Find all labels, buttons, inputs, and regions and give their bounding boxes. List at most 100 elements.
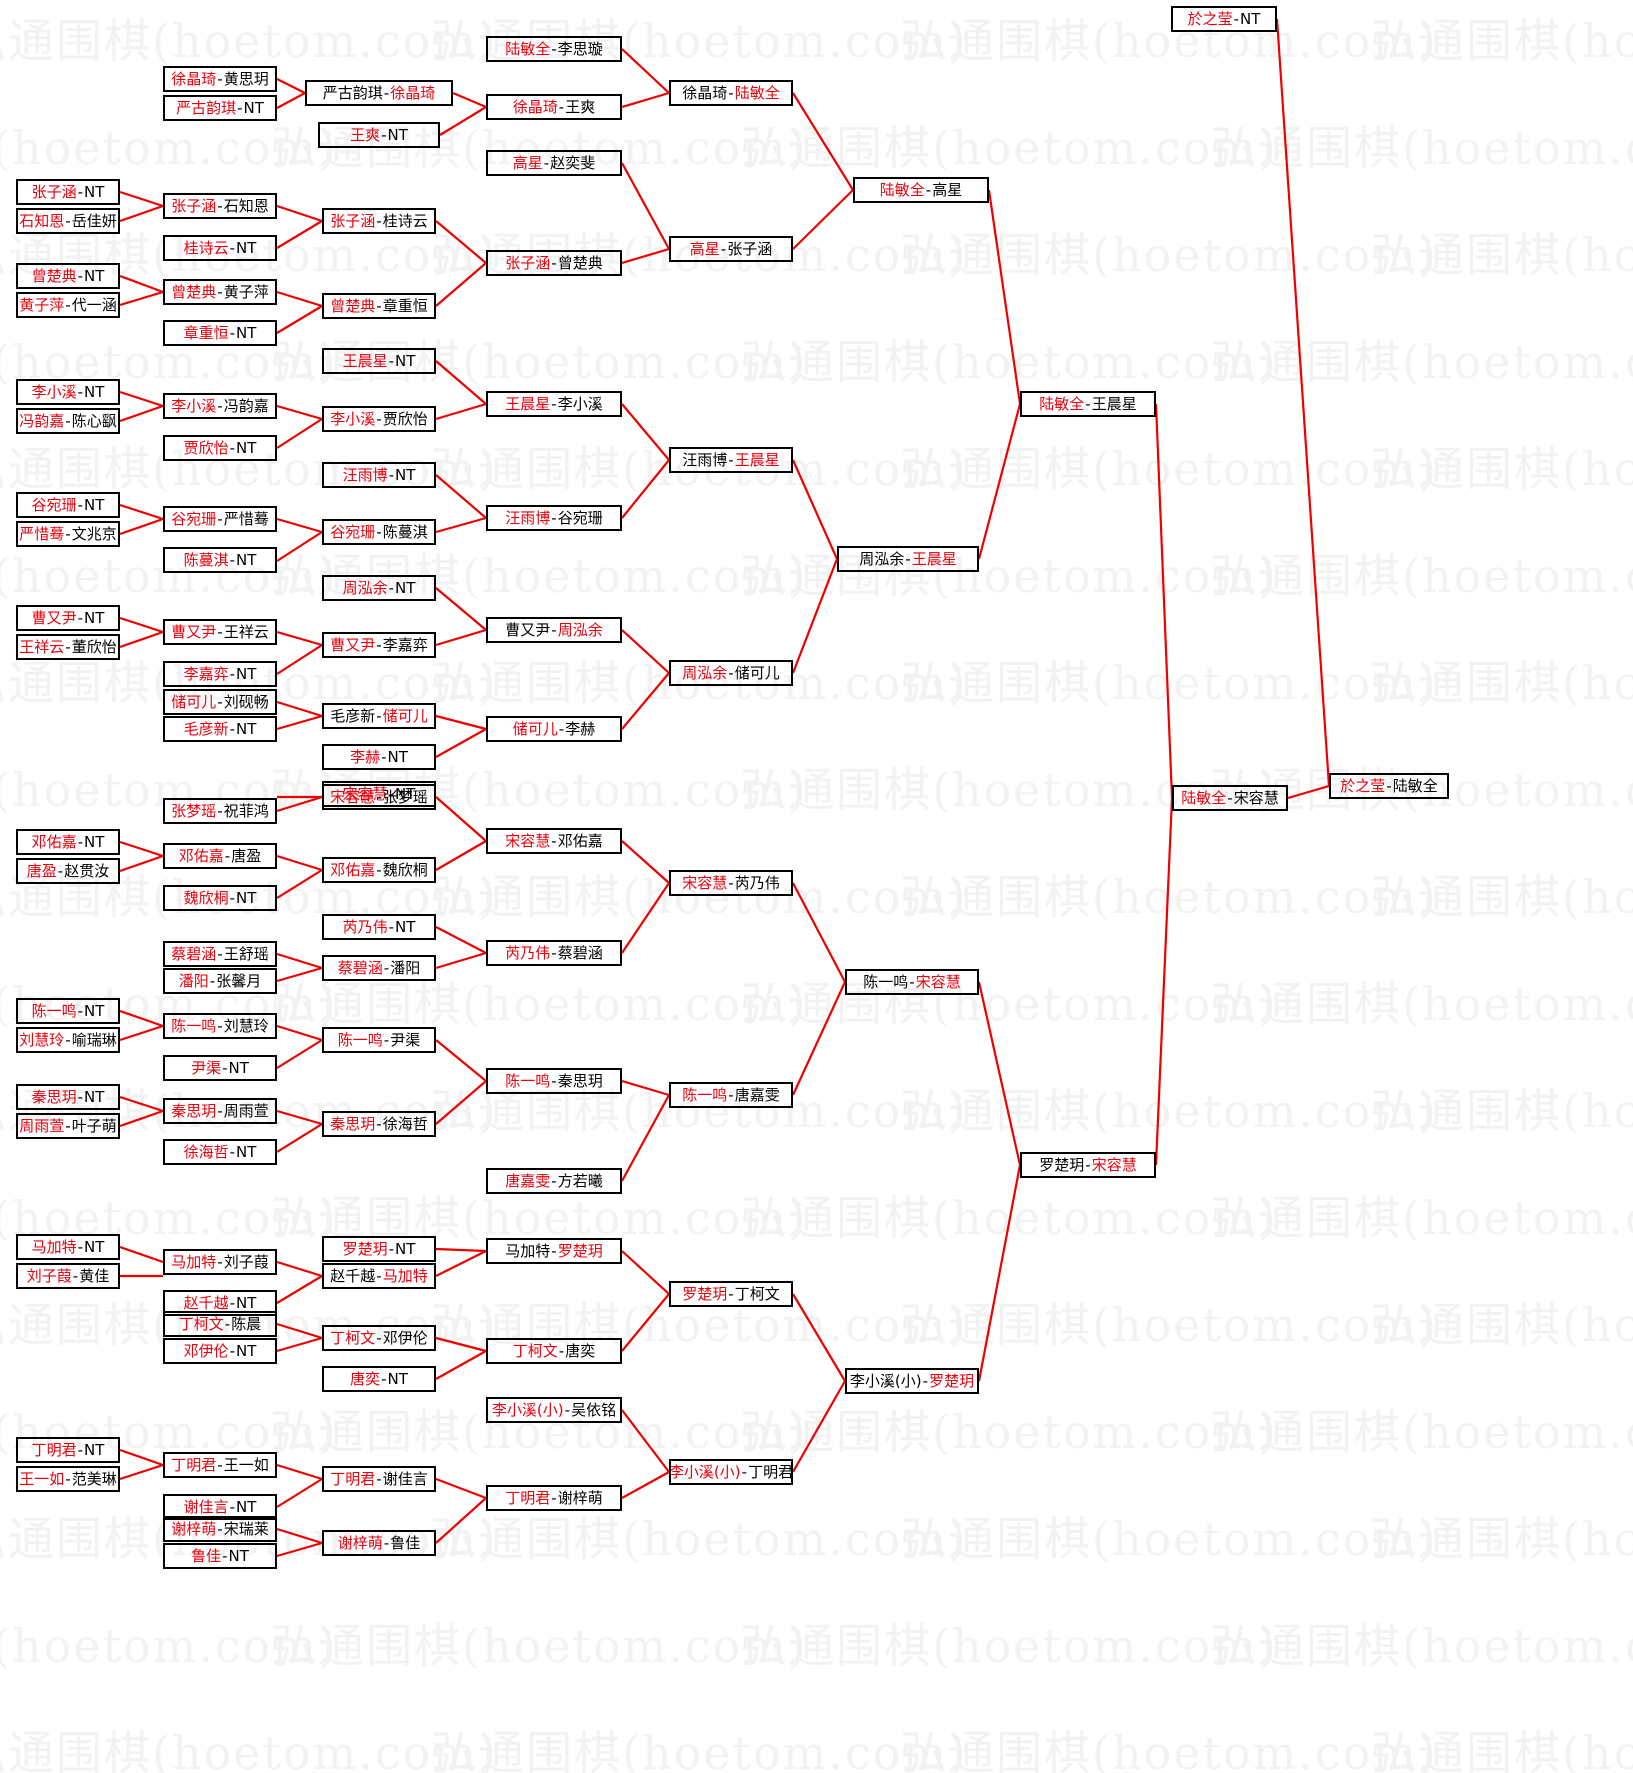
match-box[interactable]: 陆敏全 - 王晨星 <box>1020 391 1156 417</box>
match-box[interactable]: 於之莹 - NT <box>1171 6 1277 32</box>
match-box[interactable]: 徐晶琦 - 黄思玥 <box>163 66 277 92</box>
match-box[interactable]: 秦思玥 - 徐海哲 <box>322 1111 436 1137</box>
match-box[interactable]: 周泓余 - NT <box>322 575 436 601</box>
match-box[interactable]: 陆敏全 - 宋容慧 <box>1172 785 1288 811</box>
match-box[interactable]: 储可儿 - 李赫 <box>486 716 622 742</box>
match-box[interactable]: 章重恒 - NT <box>163 320 277 346</box>
match-box[interactable]: 贾欣怡 - NT <box>163 435 277 461</box>
match-box[interactable]: 李小溪(小) - 吴依铭 <box>486 1397 622 1423</box>
match-box[interactable]: 曾楚典 - 黄子萍 <box>163 279 277 305</box>
match-box[interactable]: 唐嘉雯 - 方若曦 <box>486 1168 622 1194</box>
match-box[interactable]: 陈一鸣 - 尹渠 <box>322 1027 436 1053</box>
match-box[interactable]: 李小溪 - 贾欣怡 <box>322 406 436 432</box>
match-box[interactable]: 周雨萱 - 叶子萌 <box>16 1113 120 1139</box>
match-box[interactable]: 徐晶琦 - 王爽 <box>486 94 622 120</box>
match-box[interactable]: 张子涵 - 桂诗云 <box>322 208 436 234</box>
match-box[interactable]: 谢梓萌 - 宋瑞莱 <box>163 1516 277 1542</box>
match-box[interactable]: 毛彦新 - 储可儿 <box>322 703 436 729</box>
match-box[interactable]: 唐奕 - NT <box>322 1366 436 1392</box>
match-box[interactable]: 刘慧玲 - 喻瑞琳 <box>16 1027 120 1053</box>
match-box[interactable]: 陈蔓淇 - NT <box>163 547 277 573</box>
match-box[interactable]: 曾楚典 - 章重恒 <box>322 293 436 319</box>
match-box[interactable]: 陈一鸣 - 秦思玥 <box>486 1068 622 1094</box>
match-box[interactable]: 周泓余 - 王晨星 <box>837 546 979 572</box>
match-box[interactable]: 徐海哲 - NT <box>163 1139 277 1165</box>
match-box[interactable]: 严古韵琪 - 徐晶琦 <box>305 80 453 106</box>
match-box[interactable]: 邓佑嘉 - 唐盈 <box>163 843 277 869</box>
match-box[interactable]: 王一如 - 范美琳 <box>16 1466 120 1492</box>
match-box[interactable]: 宋容慧 - 张梦瑶 <box>322 784 436 810</box>
match-box[interactable]: 丁明君 - 王一如 <box>163 1452 277 1478</box>
match-box[interactable]: 尹渠 - NT <box>163 1055 277 1081</box>
match-box[interactable]: 马加特 - 刘子葭 <box>163 1249 277 1275</box>
match-box[interactable]: 李赫 - NT <box>322 744 436 770</box>
match-box[interactable]: 罗楚玥 - 宋容慧 <box>1020 1152 1156 1178</box>
match-box[interactable]: 王晨星 - NT <box>322 348 436 374</box>
match-box[interactable]: 陈一鸣 - 唐嘉雯 <box>669 1082 793 1108</box>
match-box[interactable]: 李小溪(小) - 丁明君 <box>669 1459 793 1485</box>
match-box[interactable]: 王祥云 - 董欣怡 <box>16 634 120 660</box>
match-box[interactable]: 李小溪 - 冯韵嘉 <box>163 393 277 419</box>
match-box[interactable]: 陆敏全 - 李思璇 <box>486 36 622 62</box>
match-box[interactable]: 马加特 - 罗楚玥 <box>486 1238 622 1264</box>
match-box[interactable]: 谢梓萌 - 鲁佳 <box>322 1530 436 1556</box>
match-box[interactable]: 鲁佳 - NT <box>163 1543 277 1569</box>
match-box[interactable]: 曾楚典 - NT <box>16 263 120 289</box>
match-box[interactable]: 张子涵 - 石知恩 <box>163 193 277 219</box>
match-box[interactable]: 汪雨博 - NT <box>322 462 436 488</box>
match-box[interactable]: 蔡碧涵 - 王舒瑶 <box>163 941 277 967</box>
match-box[interactable]: 丁明君 - 谢梓萌 <box>486 1485 622 1511</box>
match-box[interactable]: 赵千越 - NT <box>163 1290 277 1316</box>
match-box[interactable]: 桂诗云 - NT <box>163 235 277 261</box>
match-box[interactable]: 宋容慧 - 芮乃伟 <box>669 870 793 896</box>
match-box[interactable]: 曹又尹 - 李嘉弈 <box>322 632 436 658</box>
match-box[interactable]: 秦思玥 - 周雨萱 <box>163 1098 277 1124</box>
match-box[interactable]: 储可儿 - 刘砚畅 <box>163 689 277 715</box>
match-box[interactable]: 邓伊伦 - NT <box>163 1338 277 1364</box>
match-box[interactable]: 魏欣桐 - NT <box>163 885 277 911</box>
match-box[interactable]: 高星 - 赵奕斐 <box>486 150 622 176</box>
match-box[interactable]: 潘阳 - 张馨月 <box>163 968 277 994</box>
match-box[interactable]: 刘子葭 - 黄佳 <box>16 1263 120 1289</box>
match-box[interactable]: 汪雨博 - 王晨星 <box>669 447 793 473</box>
match-box[interactable]: 谷宛珊 - 陈蔓淇 <box>322 519 436 545</box>
match-box[interactable]: 唐盈 - 赵贯汝 <box>16 858 120 884</box>
match-box[interactable]: 张子涵 - NT <box>16 179 120 205</box>
match-box[interactable]: 芮乃伟 - 蔡碧涵 <box>486 940 622 966</box>
match-box[interactable]: 石知恩 - 岳佳妍 <box>16 208 120 234</box>
match-box[interactable]: 芮乃伟 - NT <box>322 914 436 940</box>
match-box[interactable]: 李小溪(小) - 罗楚玥 <box>845 1368 979 1394</box>
match-box[interactable]: 王爽 - NT <box>318 122 440 148</box>
match-box[interactable]: 邓佑嘉 - 魏欣桐 <box>322 857 436 883</box>
match-box[interactable]: 於之莹 - 陆敏全 <box>1329 773 1449 799</box>
match-box[interactable]: 蔡碧涵 - 潘阳 <box>322 955 436 981</box>
match-box[interactable]: 罗楚玥 - 丁柯文 <box>669 1281 793 1307</box>
match-box[interactable]: 毛彦新 - NT <box>163 716 277 742</box>
match-box[interactable]: 赵千越 - 马加特 <box>322 1263 436 1289</box>
match-box[interactable]: 陆敏全 - 高星 <box>853 177 989 203</box>
match-box[interactable]: 丁明君 - NT <box>16 1437 120 1463</box>
match-box[interactable]: 周泓余 - 储可儿 <box>669 660 793 686</box>
match-box[interactable]: 王晨星 - 李小溪 <box>486 391 622 417</box>
match-box[interactable]: 曹又尹 - 周泓余 <box>486 617 622 643</box>
match-box[interactable]: 谷宛珊 - 严惜蓦 <box>163 506 277 532</box>
match-box[interactable]: 宋容慧 - 邓佑嘉 <box>486 828 622 854</box>
match-box[interactable]: 严惜蓦 - 文兆京 <box>16 521 120 547</box>
match-box[interactable]: 谷宛珊 - NT <box>16 492 120 518</box>
match-box[interactable]: 汪雨博 - 谷宛珊 <box>486 505 622 531</box>
match-box[interactable]: 陈一鸣 - 刘慧玲 <box>163 1013 277 1039</box>
match-box[interactable]: 张梦瑶 - 祝菲鸿 <box>163 798 277 824</box>
match-box[interactable]: 丁柯文 - 邓伊伦 <box>322 1325 436 1351</box>
match-box[interactable]: 马加特 - NT <box>16 1234 120 1260</box>
match-box[interactable]: 丁柯文 - 唐奕 <box>486 1338 622 1364</box>
match-box[interactable]: 邓佑嘉 - NT <box>16 829 120 855</box>
match-box[interactable]: 丁明君 - 谢佳言 <box>322 1466 436 1492</box>
match-box[interactable]: 李嘉弈 - NT <box>163 661 277 687</box>
match-box[interactable]: 黄子萍 - 代一涵 <box>16 292 120 318</box>
match-box[interactable]: 秦思玥 - NT <box>16 1084 120 1110</box>
match-box[interactable]: 高星 - 张子涵 <box>669 236 793 262</box>
match-box[interactable]: 曹又尹 - NT <box>16 605 120 631</box>
match-box[interactable]: 严古韵琪 - NT <box>163 95 277 121</box>
match-box[interactable]: 陈一鸣 - NT <box>16 998 120 1024</box>
match-box[interactable]: 张子涵 - 曾楚典 <box>486 250 622 276</box>
